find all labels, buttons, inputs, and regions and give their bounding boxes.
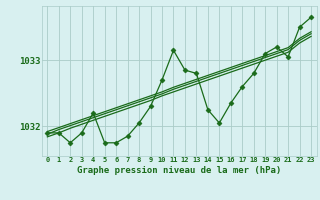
X-axis label: Graphe pression niveau de la mer (hPa): Graphe pression niveau de la mer (hPa) xyxy=(77,166,281,175)
